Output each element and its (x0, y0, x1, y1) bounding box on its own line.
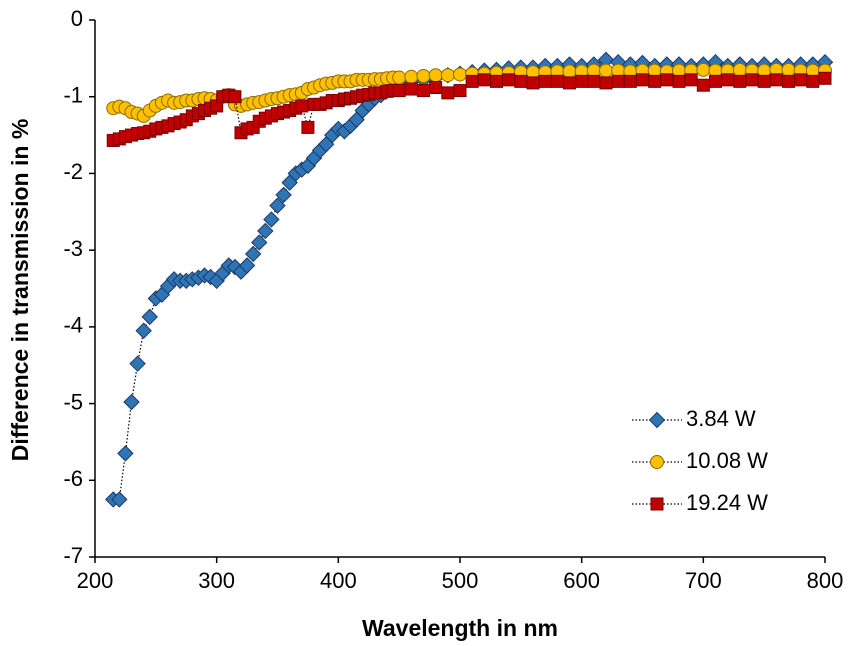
marker-circle (428, 68, 443, 83)
legend-label: 19.24 W (686, 490, 768, 515)
legend-label: 10.08 W (686, 448, 768, 473)
marker-square (417, 84, 430, 98)
marker-circle (599, 63, 613, 78)
y-tick-label: -6 (63, 466, 83, 491)
marker-square (550, 74, 564, 88)
marker-diamond (117, 445, 134, 462)
marker-square (745, 73, 759, 87)
marker-diamond (129, 355, 146, 372)
marker-circle (650, 455, 664, 469)
marker-square (733, 74, 747, 88)
y-tick-label: -2 (63, 159, 83, 184)
x-tick-label: 500 (442, 568, 479, 593)
marker-diamond (257, 222, 274, 240)
legend-label: 3.84 W (686, 406, 756, 431)
marker-circle (732, 62, 747, 77)
marker-diamond (648, 411, 666, 429)
marker-square (684, 73, 698, 87)
marker-square (228, 90, 242, 104)
y-tick-label: -5 (63, 389, 83, 414)
marker-square (301, 120, 315, 134)
marker-square (587, 74, 601, 88)
marker-square (490, 74, 503, 88)
x-tick-label: 600 (563, 568, 600, 593)
marker-circle (416, 69, 431, 84)
marker-diamond (275, 186, 292, 204)
marker-square (757, 74, 771, 88)
marker-square (806, 74, 820, 88)
marker-circle (440, 68, 455, 83)
marker-circle (562, 64, 577, 79)
x-tick-label: 800 (807, 568, 844, 593)
marker-circle (404, 69, 419, 84)
marker-square (392, 84, 406, 98)
x-tick-label: 200 (77, 568, 114, 593)
marker-square (575, 74, 589, 88)
marker-square (453, 84, 467, 98)
marker-square (441, 86, 455, 100)
marker-diamond (269, 197, 286, 214)
marker-square (465, 74, 479, 88)
marker-square (611, 74, 625, 88)
marker-square (404, 82, 418, 96)
marker-square (538, 74, 552, 88)
series (106, 71, 832, 147)
marker-circle (392, 70, 407, 85)
marker-square (502, 73, 516, 87)
x-tick-label: 700 (685, 568, 722, 593)
legend: 3.84 W 10.08 W 19.24 W (632, 406, 768, 515)
marker-square (672, 74, 686, 88)
marker-square (709, 74, 722, 88)
marker-diamond (244, 245, 262, 263)
y-tick-label: 0 (71, 6, 83, 31)
marker-square (794, 73, 808, 87)
marker-circle (696, 62, 711, 77)
x-tick-label: 400 (320, 568, 357, 593)
marker-diamond (111, 491, 128, 508)
marker-diamond (123, 393, 140, 411)
marker-circle (453, 67, 467, 82)
marker-square (769, 73, 783, 87)
marker-square (599, 76, 613, 90)
marker-square (818, 71, 832, 85)
marker-square (721, 73, 735, 87)
marker-square (648, 74, 662, 88)
marker-square (295, 99, 309, 113)
marker-diamond (238, 257, 256, 274)
series (105, 51, 834, 508)
marker-square (650, 497, 664, 511)
x-tick-label: 300 (198, 568, 235, 593)
marker-square (526, 76, 540, 90)
marker-diamond (135, 322, 152, 339)
y-tick-label: -7 (63, 543, 83, 568)
marker-square (636, 73, 649, 87)
marker-square (782, 74, 795, 88)
marker-square (660, 73, 674, 87)
marker-diamond (251, 234, 268, 251)
marker-square (696, 78, 710, 92)
y-tick-label: -3 (63, 236, 83, 261)
x-axis-title: Wavelength in nm (362, 615, 558, 641)
marker-square (477, 73, 491, 87)
marker-circle (781, 62, 796, 77)
y-tick-label: -1 (63, 83, 83, 108)
y-axis-title: Difference in transmission in % (7, 119, 33, 462)
y-tick-label: -4 (63, 313, 83, 338)
marker-square (429, 81, 443, 95)
marker-square (623, 74, 637, 88)
marker-diamond (263, 211, 280, 228)
marker-square (563, 76, 576, 90)
marker-square (514, 74, 528, 88)
marker-diamond (141, 308, 158, 326)
